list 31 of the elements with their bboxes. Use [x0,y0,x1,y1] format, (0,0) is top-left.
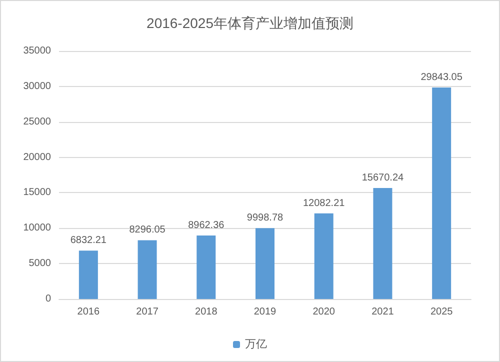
data-label: 15670.24 [362,172,404,184]
y-tick-label: 0 [45,294,52,304]
chart-title: 2016-2025年体育产业增加值预测 [146,15,354,31]
data-label: 6832.21 [70,235,107,246]
data-label: 29843.05 [420,72,463,84]
y-tick-label: 35000 [23,46,52,56]
bar [78,250,98,299]
data-label: 12082.21 [303,198,346,209]
bar [138,240,157,299]
bar [256,228,274,299]
data-label: 8962.36 [188,220,225,231]
x-tick-label: 2025 [430,306,454,318]
legend-label: 万亿 [245,338,267,350]
bar [196,235,216,299]
x-tick-label: 2021 [372,306,394,318]
y-tick-label: 20000 [23,152,52,163]
y-tick-label: 30000 [23,80,52,92]
bar [432,88,452,299]
x-tick-label: 2019 [254,306,277,318]
y-tick-label: 15000 [23,187,52,198]
x-tick-label: 2017 [136,306,159,318]
x-tick-label: 2020 [312,306,336,318]
x-tick-label: 2018 [195,306,218,318]
data-label: 9998.78 [246,212,284,224]
bar [314,213,334,299]
y-tick-label: 25000 [23,116,52,128]
data-label: 8296.05 [129,224,166,236]
x-tick-label: 2016 [77,306,100,318]
y-tick-label: 10000 [23,222,52,234]
bar [373,188,392,299]
y-tick-label: 5000 [28,258,52,270]
